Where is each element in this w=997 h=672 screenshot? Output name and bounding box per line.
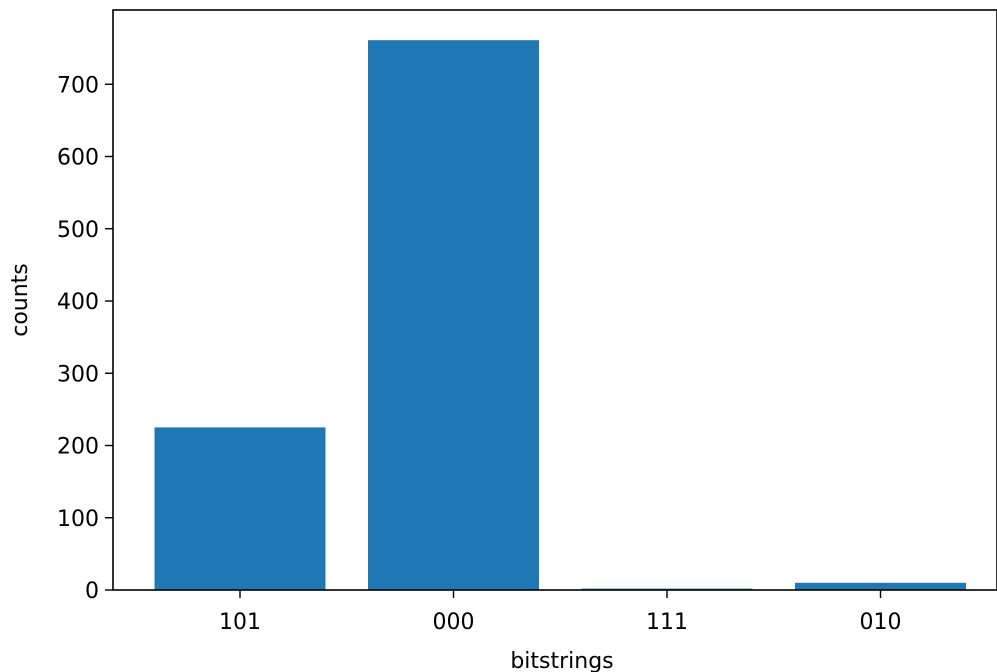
- y-axis-label: counts: [8, 263, 33, 337]
- y-axis-ticks: 0 100 200 300 400 500 600 700: [57, 73, 113, 604]
- y-tick-label: 600: [57, 146, 99, 171]
- y-tick-label: 500: [57, 218, 99, 243]
- y-tick-label: 0: [85, 579, 99, 604]
- y-tick-label: 100: [57, 507, 99, 532]
- bar-101: [154, 427, 326, 590]
- x-tick-label: 111: [646, 610, 688, 635]
- x-axis-ticks: 101 000 111 010: [219, 590, 902, 635]
- bar-000: [368, 40, 539, 590]
- bars-group: [154, 40, 966, 590]
- x-tick-label: 010: [860, 610, 902, 635]
- x-tick-label: 101: [219, 610, 261, 635]
- y-tick-label: 400: [57, 290, 99, 315]
- bar-010: [795, 582, 966, 590]
- plot-frame: [112, 9, 997, 591]
- x-axis-label: bitstrings: [510, 649, 613, 672]
- y-tick-label: 300: [57, 362, 99, 387]
- y-tick-label: 200: [57, 435, 99, 460]
- x-tick-label: 000: [433, 610, 475, 635]
- y-tick-label: 700: [57, 73, 99, 98]
